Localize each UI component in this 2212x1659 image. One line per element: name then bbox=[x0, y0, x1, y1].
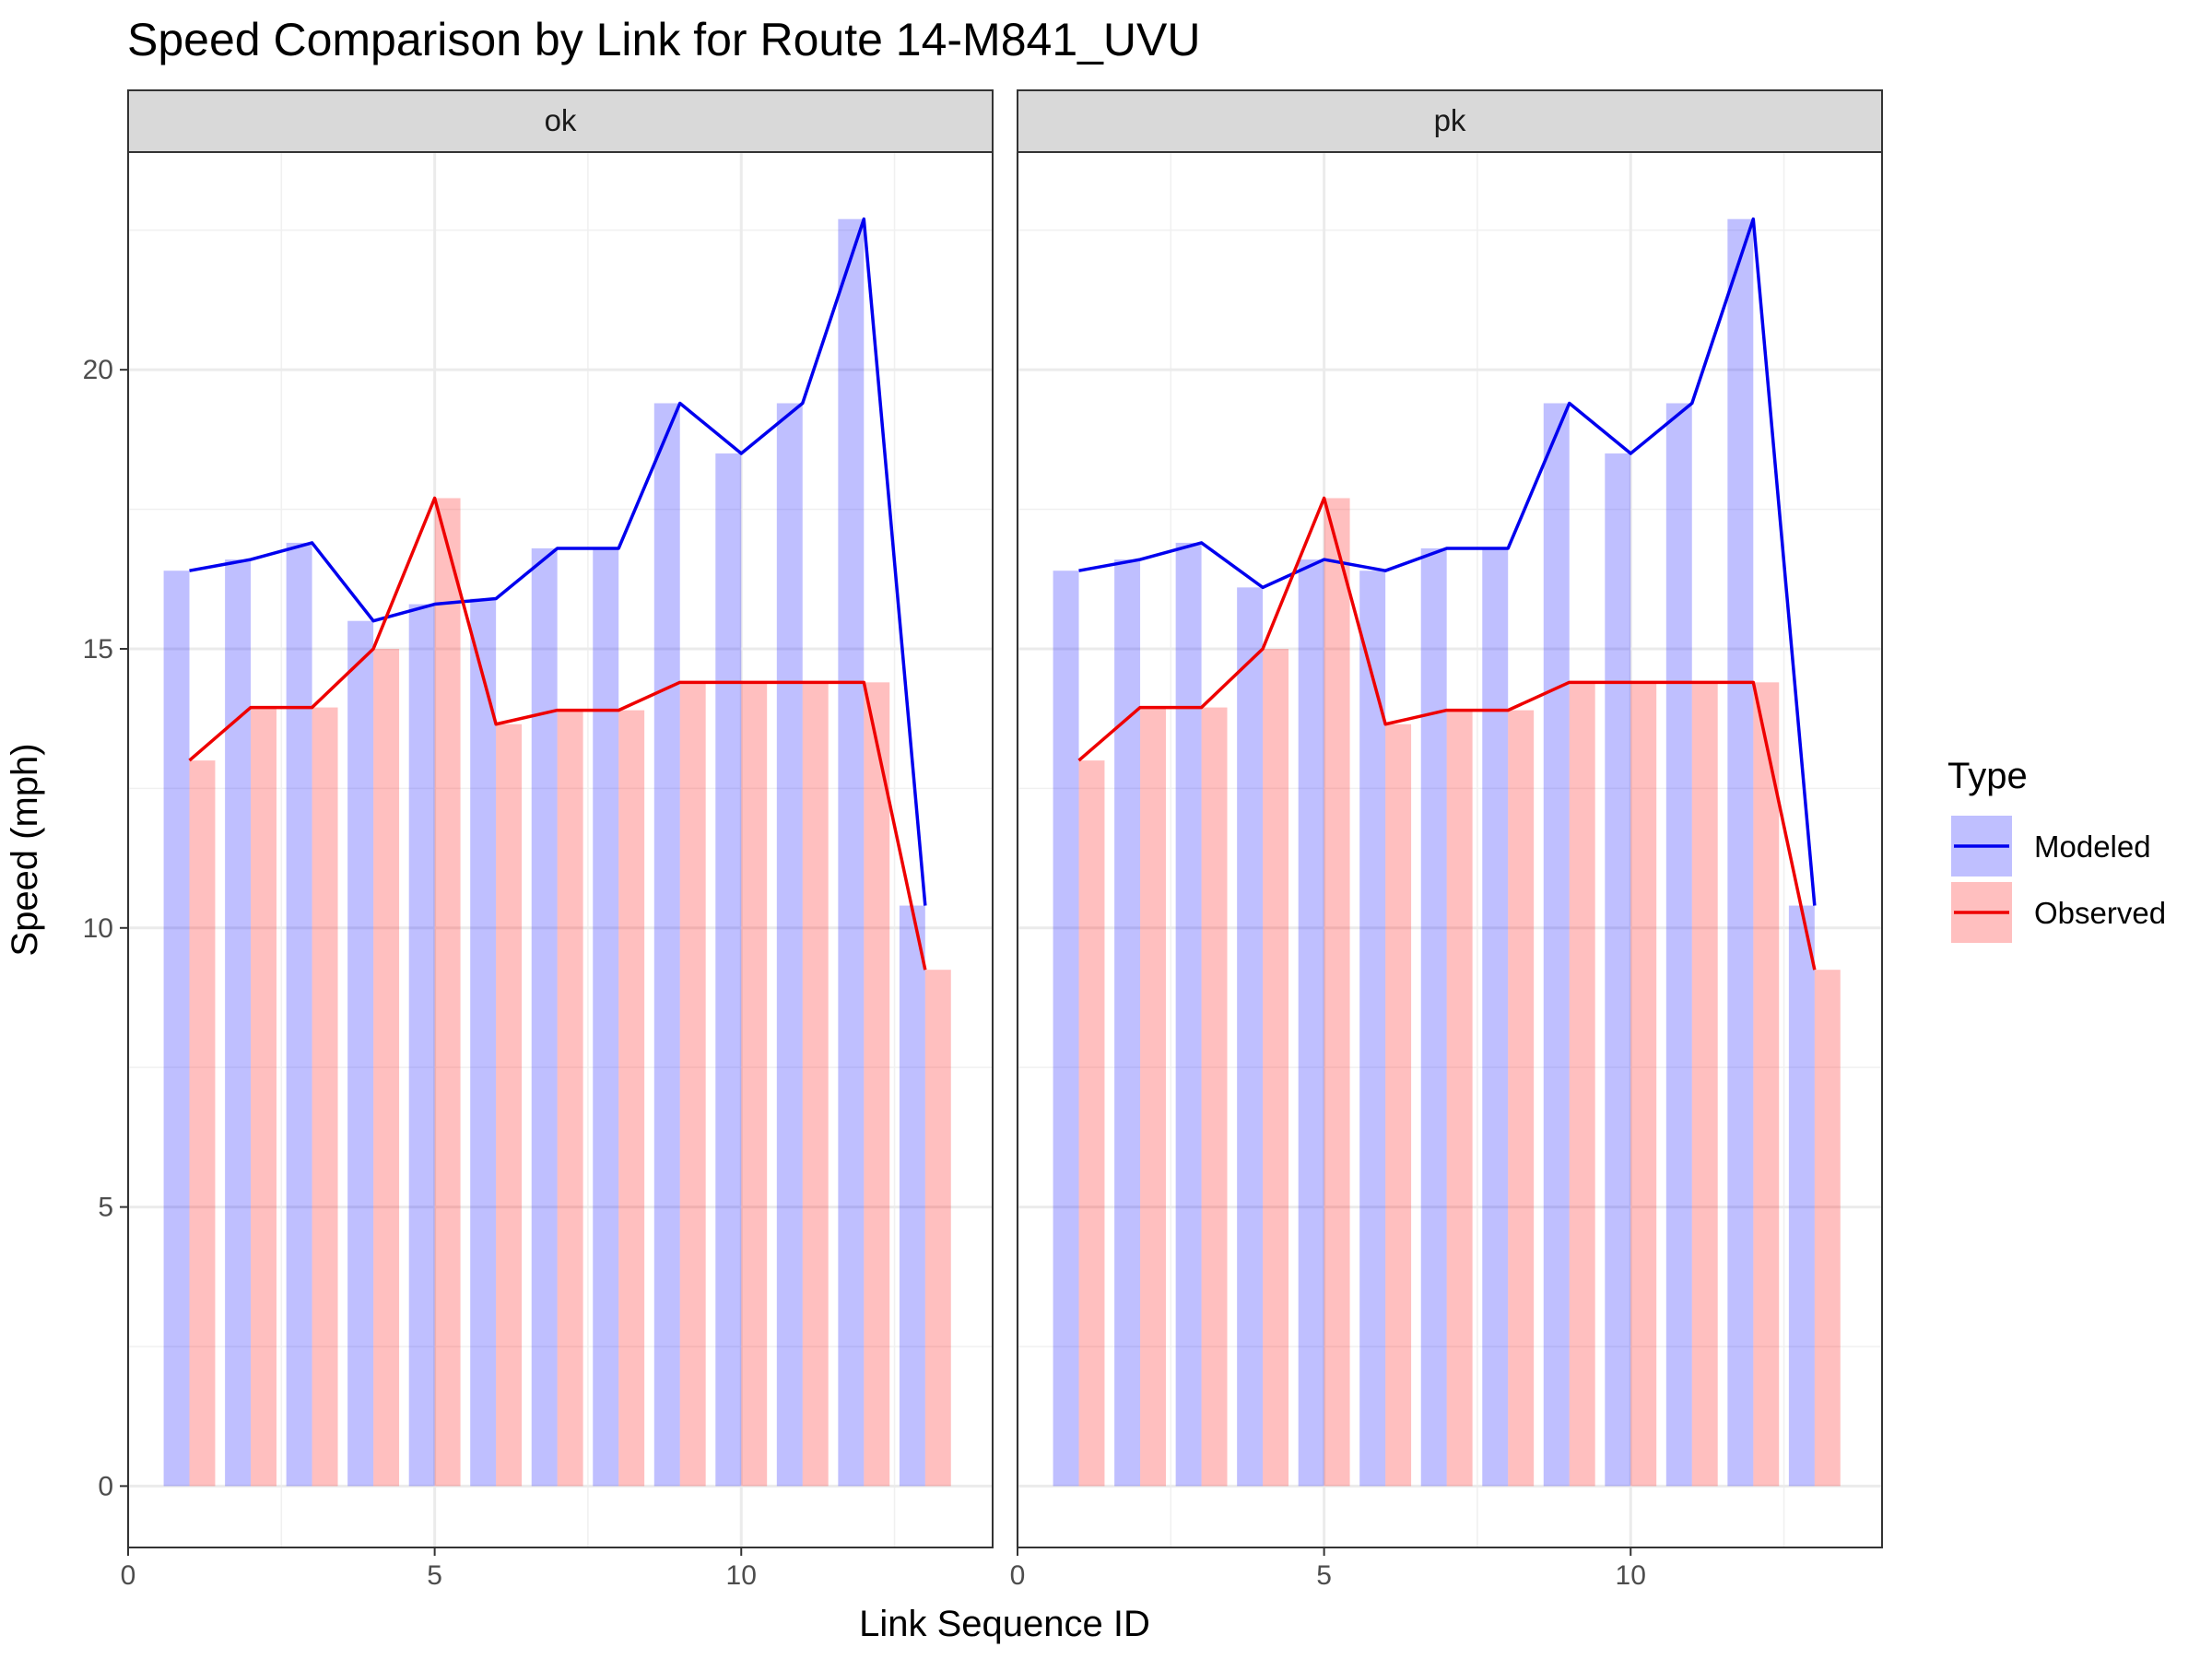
line-observed bbox=[188, 496, 927, 971]
bar-observed bbox=[1201, 707, 1228, 1487]
y-tick-label: 15 bbox=[83, 634, 113, 665]
bar-modeled bbox=[1237, 587, 1264, 1487]
x-tick-label: 0 bbox=[1010, 1560, 1026, 1591]
bar-modeled bbox=[1543, 403, 1570, 1487]
bar-observed bbox=[679, 682, 706, 1487]
bar-observed bbox=[1140, 707, 1166, 1487]
plot-background bbox=[128, 152, 993, 1547]
bar-modeled bbox=[1482, 547, 1509, 1487]
bar-modeled bbox=[1788, 905, 1815, 1487]
bar-observed bbox=[312, 707, 338, 1487]
bar-observed bbox=[924, 970, 951, 1487]
bar-modeled bbox=[531, 547, 558, 1487]
bar-modeled bbox=[1605, 453, 1631, 1487]
bar-modeled bbox=[225, 559, 252, 1487]
bar-observed bbox=[1814, 970, 1841, 1487]
bar-observed bbox=[496, 724, 523, 1487]
panel-border bbox=[1017, 151, 1883, 1548]
bar-modeled bbox=[1114, 559, 1141, 1487]
bar-modeled bbox=[1053, 571, 1079, 1487]
x-tick-label: 10 bbox=[1616, 1560, 1646, 1591]
legend: Type Modeled Observed bbox=[1947, 756, 2166, 943]
bar-observed bbox=[1630, 682, 1657, 1487]
bar-modeled bbox=[593, 547, 619, 1487]
bar-modeled bbox=[408, 604, 435, 1487]
line-modeled bbox=[189, 217, 927, 906]
bar-observed bbox=[251, 707, 276, 1487]
bar-modeled bbox=[715, 453, 742, 1487]
bar-modeled bbox=[1298, 559, 1324, 1487]
y-tick-label: 20 bbox=[83, 355, 113, 385]
panels: ok 0 5 10 0 5 10 15 20 pk 0 5 10 bbox=[83, 89, 1883, 1591]
bar-modeled bbox=[1665, 403, 1692, 1487]
x-axis-title: Link Sequence ID bbox=[859, 1604, 1150, 1644]
panel-border bbox=[127, 151, 994, 1548]
bar-observed bbox=[1569, 682, 1595, 1487]
bar-modeled bbox=[286, 542, 312, 1487]
bar-observed bbox=[434, 498, 461, 1487]
bar-observed bbox=[618, 710, 645, 1487]
legend-keys: Modeled Observed bbox=[1951, 816, 2166, 943]
plot-background bbox=[1018, 152, 1882, 1547]
panel-ok: ok 0 5 10 0 5 10 15 20 bbox=[83, 89, 994, 1591]
bar-observed bbox=[1446, 710, 1473, 1487]
bar-modeled bbox=[1175, 542, 1202, 1487]
bar-observed bbox=[557, 710, 583, 1487]
bar-modeled bbox=[1359, 571, 1386, 1487]
y-tick-label: 5 bbox=[98, 1193, 113, 1223]
bar-observed bbox=[373, 648, 400, 1487]
y-axis-title: Speed (mph) bbox=[5, 743, 45, 956]
y-tick-label: 0 bbox=[98, 1471, 113, 1501]
bar-observed bbox=[802, 682, 829, 1487]
bar-observed bbox=[1324, 498, 1350, 1487]
x-tick-label: 5 bbox=[1316, 1560, 1332, 1591]
facet-label: pk bbox=[1434, 103, 1466, 137]
line-observed bbox=[1077, 496, 1817, 971]
y-tick-label: 10 bbox=[83, 913, 113, 944]
bar-observed bbox=[864, 682, 890, 1487]
bar-observed bbox=[741, 682, 768, 1487]
facet-label: ok bbox=[545, 103, 577, 137]
bar-observed bbox=[1508, 710, 1535, 1487]
x-tick-label: 5 bbox=[427, 1560, 442, 1591]
bar-modeled bbox=[653, 403, 680, 1487]
legend-item-observed: Observed bbox=[1951, 882, 2166, 943]
bar-observed bbox=[1263, 648, 1289, 1487]
bar-observed bbox=[1753, 682, 1780, 1487]
bar-modeled bbox=[470, 598, 497, 1487]
legend-title: Type bbox=[1947, 756, 2028, 796]
bar-observed bbox=[1385, 724, 1412, 1487]
legend-label: Modeled bbox=[2034, 830, 2151, 864]
bar-observed bbox=[189, 760, 216, 1487]
legend-label: Observed bbox=[2034, 896, 2166, 930]
bar-modeled bbox=[1727, 218, 1754, 1487]
x-tick-label: 10 bbox=[726, 1560, 757, 1591]
line-modeled bbox=[1078, 217, 1817, 906]
x-tick-label: 0 bbox=[121, 1560, 136, 1591]
bar-modeled bbox=[838, 218, 865, 1487]
bar-modeled bbox=[899, 905, 925, 1487]
bar-modeled bbox=[347, 620, 374, 1487]
facet-strip bbox=[127, 89, 994, 153]
bar-modeled bbox=[776, 403, 803, 1487]
bar-modeled bbox=[1420, 547, 1447, 1487]
bar-observed bbox=[1078, 760, 1105, 1487]
bar-modeled bbox=[163, 571, 190, 1487]
chart-title: Speed Comparison by Link for Route 14-M8… bbox=[127, 14, 1201, 65]
panel-pk: pk 0 5 10 bbox=[1010, 89, 1883, 1591]
legend-item-modeled: Modeled bbox=[1951, 816, 2151, 877]
bar-observed bbox=[1691, 682, 1718, 1487]
